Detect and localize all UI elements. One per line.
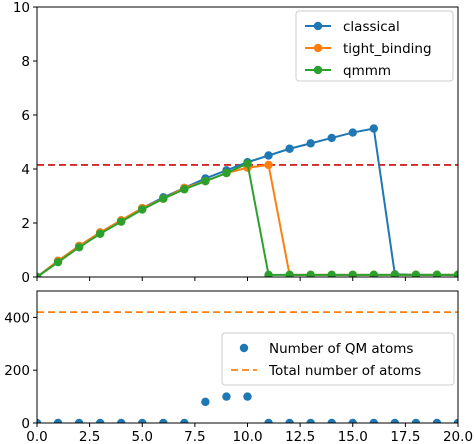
data-point (348, 270, 357, 277)
y-tick-label: 6 (21, 108, 30, 124)
series-qmmm (37, 159, 458, 277)
data-point (138, 205, 147, 214)
legend-label: qmmm (343, 63, 391, 79)
x-tick-label: 12.5 (285, 429, 315, 444)
legend-box (295, 10, 454, 82)
y-tick-label: 400 (4, 310, 30, 326)
data-point (306, 139, 315, 148)
data-point (37, 272, 42, 277)
series-tight-binding (37, 160, 458, 277)
data-point (348, 128, 357, 137)
legend-label: tight_binding (343, 41, 432, 57)
data-point (453, 418, 458, 423)
series-tight-binding-line (37, 163, 458, 277)
data-point (369, 124, 378, 133)
legend-marker-swatch (313, 65, 323, 75)
y-tick-label: 0 (21, 270, 30, 286)
x-tick-label: 2.5 (79, 429, 100, 444)
x-tick-label: 17.5 (390, 429, 420, 444)
legend-label: Total number of atoms (268, 363, 421, 379)
data-point (306, 270, 315, 277)
series-classical-line (37, 127, 458, 277)
data-point (222, 392, 231, 401)
data-point (327, 133, 336, 143)
y-tick-label: 0 (21, 416, 30, 432)
x-tick-label: 7.5 (184, 429, 205, 444)
data-point (53, 418, 63, 423)
data-point (74, 243, 84, 252)
legend-entry: Total number of atoms (231, 363, 421, 379)
y-tick-label: 8 (21, 54, 30, 70)
series-number-of-qm-atoms (37, 392, 458, 423)
y-tick-label: 4 (21, 162, 30, 178)
data-point (138, 418, 147, 423)
data-point (411, 418, 421, 423)
legend-marker-swatch (239, 343, 249, 353)
data-point (285, 144, 294, 153)
legend-entry: tight_binding (305, 41, 432, 57)
data-point (390, 418, 400, 423)
data-point (180, 418, 189, 423)
data-point (37, 418, 42, 423)
data-point (95, 229, 105, 238)
x-tick-label: 5.0 (132, 429, 153, 444)
data-point (369, 270, 378, 277)
data-point (222, 168, 231, 178)
y-tick-label: 200 (4, 363, 30, 379)
data-point (264, 418, 273, 423)
bottom-panel: 0.0 2.5 5.0 7.5 10.0 12.5 15.0 17.5 20.00200400 … (4, 290, 473, 444)
legend-label: Number of QM atoms (269, 341, 413, 357)
data-point (264, 160, 273, 170)
x-tick-label: 20.0 (443, 429, 473, 444)
data-point (117, 418, 126, 423)
data-point (348, 418, 357, 423)
legend-label: classical (343, 19, 400, 35)
data-point (95, 418, 105, 423)
x-tick-label: 10.0 (232, 429, 262, 444)
data-point (369, 418, 378, 423)
data-point (306, 418, 315, 423)
legend-marker-swatch (313, 21, 323, 31)
series-classical (37, 124, 458, 277)
data-point (243, 159, 252, 168)
data-point (201, 397, 210, 407)
data-point (390, 270, 400, 277)
data-point (159, 418, 168, 423)
y-tick-label: 10 (13, 0, 30, 16)
y-tick-label: 2 (21, 216, 30, 232)
x-tick-label: 15.0 (338, 429, 368, 444)
legend-entry: Number of QM atoms (239, 341, 413, 357)
data-point (53, 257, 63, 267)
data-point (285, 270, 294, 277)
data-point (327, 270, 336, 277)
data-point (264, 270, 273, 277)
data-point (159, 194, 168, 203)
legend-entry: classical (305, 19, 400, 35)
data-point (201, 176, 210, 186)
data-point (432, 270, 442, 277)
data-point (285, 418, 294, 423)
data-point (117, 217, 126, 226)
bottom-legend: Number of QM atoms Total number of atoms (221, 332, 455, 386)
data-point (327, 418, 336, 423)
data-point (74, 418, 84, 423)
legend-entry: qmmm (305, 63, 391, 79)
data-point (432, 418, 442, 423)
data-point (264, 151, 273, 160)
x-tick-label: 0.0 (26, 429, 47, 444)
legend-marker-swatch (313, 43, 323, 53)
data-point (453, 270, 458, 277)
series-qmmm-line (37, 162, 458, 277)
legend-box (221, 332, 455, 386)
data-point (243, 392, 252, 401)
data-point (411, 270, 421, 277)
data-point (180, 185, 189, 194)
